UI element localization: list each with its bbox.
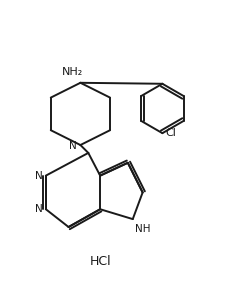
Text: N: N: [69, 141, 76, 151]
Text: NH: NH: [135, 224, 150, 234]
Text: N: N: [35, 171, 43, 181]
Text: N: N: [35, 204, 43, 214]
Text: HCl: HCl: [89, 255, 111, 268]
Text: NH₂: NH₂: [62, 67, 83, 77]
Text: Cl: Cl: [165, 128, 176, 138]
